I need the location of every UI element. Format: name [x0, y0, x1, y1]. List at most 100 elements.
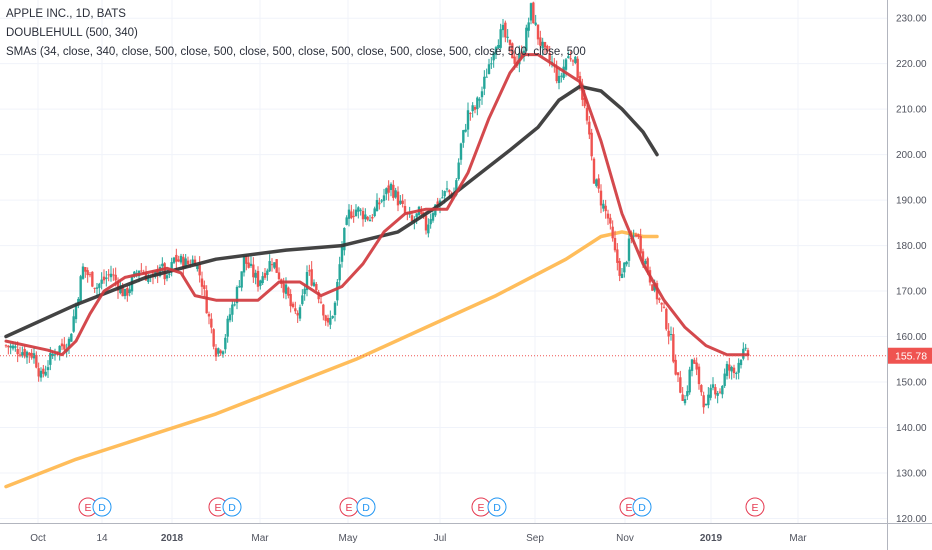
- candle-body: [744, 347, 747, 349]
- candle-body: [448, 190, 451, 193]
- candle-body: [739, 359, 743, 366]
- candle-body: [371, 216, 374, 219]
- candle-body: [686, 391, 689, 397]
- candle-body: [231, 304, 234, 315]
- candle-body: [644, 260, 647, 264]
- candle-body: [28, 352, 31, 356]
- time-axis-tick-label: 2019: [700, 533, 723, 544]
- candle-body: [382, 195, 386, 201]
- candle-body: [175, 254, 178, 262]
- candle-body: [429, 219, 432, 225]
- candle-body: [711, 384, 715, 388]
- event-marker-circle: [356, 497, 376, 517]
- candle-body: [88, 274, 92, 276]
- candle-body: [387, 185, 390, 193]
- candle-body: [420, 209, 423, 215]
- earnings-marker: E: [745, 497, 765, 517]
- candle-body: [527, 22, 530, 31]
- candle-body: [592, 158, 596, 184]
- candle-body: [49, 353, 52, 365]
- candle-body: [403, 206, 407, 213]
- candle-body: [214, 348, 218, 357]
- candle-body: [529, 3, 533, 21]
- candle-body: [305, 271, 309, 291]
- candle-body: [42, 368, 45, 374]
- candle-body: [270, 264, 274, 266]
- candle-body: [296, 312, 299, 316]
- candle-body: [709, 387, 712, 398]
- candle-body: [221, 351, 225, 355]
- candle-body: [25, 351, 29, 358]
- event-marker-circle: [632, 497, 652, 517]
- candle-body: [84, 267, 87, 272]
- candle-body: [604, 205, 607, 212]
- candle-body: [714, 387, 717, 395]
- sma-34-line-group: [4, 53, 750, 357]
- candle-body: [557, 75, 561, 84]
- candle-body: [326, 317, 330, 323]
- candle-body: [660, 302, 663, 305]
- event-marker-label: D: [493, 502, 501, 514]
- candle-body: [373, 208, 376, 217]
- candle-body: [445, 188, 449, 190]
- price-axis-tick-label: 230.00: [896, 14, 927, 25]
- candle-body: [564, 59, 568, 70]
- time-axis-tick-label: Mar: [251, 533, 269, 544]
- price-axis-tick-label: 200.00: [896, 150, 927, 161]
- candle-body: [567, 56, 570, 59]
- candle-body: [455, 180, 458, 196]
- candle-body: [18, 354, 22, 356]
- time-axis[interactable]: Oct 14 2018 Mar May Jul Sep Nov 2019 Mar: [30, 533, 807, 544]
- candle-body: [473, 106, 477, 110]
- candle-body: [249, 263, 253, 266]
- candle-body: [625, 261, 628, 265]
- event-marker-label: E: [84, 502, 91, 514]
- candle-body: [147, 276, 150, 282]
- candle-body: [676, 372, 680, 376]
- candle-body: [688, 369, 691, 393]
- candle-body: [707, 394, 710, 406]
- event-marker-label: D: [228, 502, 236, 514]
- time-axis-tick-label: Jul: [434, 533, 447, 544]
- candle-body: [721, 385, 724, 395]
- candle-body: [179, 255, 183, 263]
- candle-body: [233, 304, 236, 306]
- candle-body: [319, 301, 323, 303]
- candle-body: [464, 129, 467, 132]
- candle-body: [210, 318, 213, 328]
- candle-body: [609, 217, 612, 224]
- candle-body: [170, 262, 173, 273]
- candle-body: [301, 295, 304, 305]
- candle-body: [158, 267, 162, 277]
- candle-body: [623, 262, 626, 273]
- candle-body: [459, 143, 463, 160]
- candle-body: [679, 377, 682, 393]
- price-axis[interactable]: 230.00 220.00 210.00 200.00 190.00 180.00 170.…: [888, 14, 932, 525]
- time-axis-tick-label: 14: [96, 533, 108, 544]
- candle-body: [389, 183, 393, 191]
- candle-body: [242, 255, 246, 273]
- candle-body: [212, 329, 215, 347]
- candle-body: [506, 36, 509, 38]
- candle-body: [681, 394, 684, 401]
- candle-body: [268, 261, 271, 272]
- event-marker-label: E: [214, 502, 221, 514]
- dividend-marker: D: [487, 497, 507, 517]
- candle-body: [273, 262, 276, 268]
- candle-body: [259, 280, 262, 286]
- candle-body: [289, 294, 292, 307]
- candle-body: [287, 287, 290, 296]
- candle-body: [284, 284, 288, 294]
- candle-body: [107, 274, 110, 276]
- price-axis-tick-label: 170.00: [896, 287, 927, 298]
- candle-body: [462, 130, 465, 143]
- candle-body: [51, 353, 54, 357]
- candle-body: [728, 364, 731, 371]
- candle-body: [725, 363, 729, 376]
- candle-body: [574, 56, 577, 63]
- candle-body: [499, 29, 502, 48]
- candle-body: [357, 207, 360, 212]
- candle-body: [177, 259, 180, 262]
- candle-body: [665, 308, 668, 330]
